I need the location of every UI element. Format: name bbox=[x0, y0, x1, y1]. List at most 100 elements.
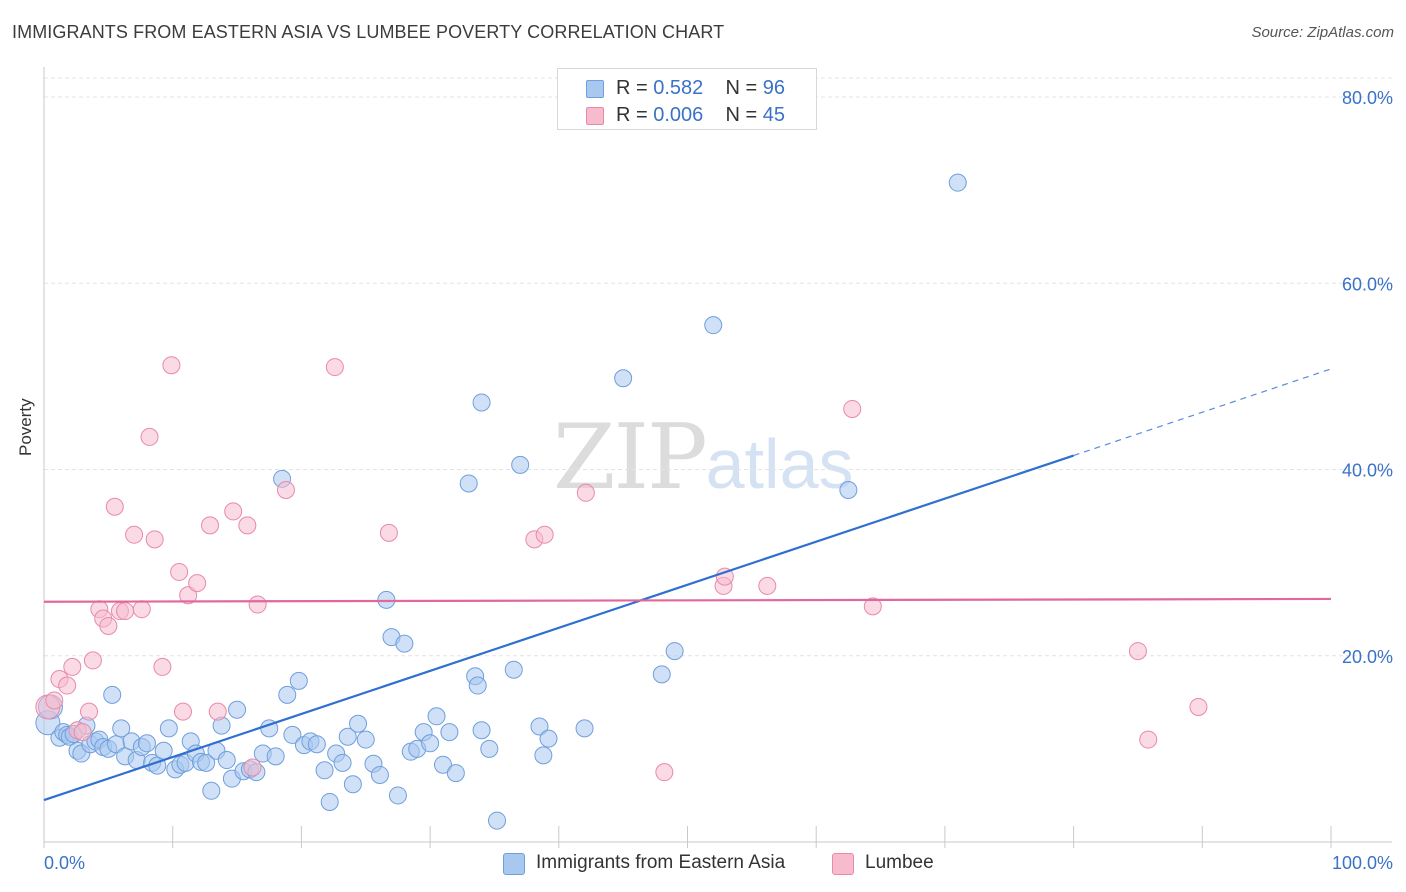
point-lumbee bbox=[248, 595, 267, 614]
point-lumbee bbox=[576, 483, 595, 502]
point-immigrants bbox=[154, 741, 173, 760]
r-value: 0.582 bbox=[653, 77, 704, 99]
trend-line-immigrants-extension bbox=[1073, 368, 1332, 457]
point-immigrants bbox=[539, 729, 558, 748]
point-lumbee bbox=[224, 502, 243, 521]
point-lumbee bbox=[379, 523, 398, 542]
point-lumbee bbox=[105, 497, 124, 516]
point-immigrants bbox=[839, 480, 858, 499]
point-immigrants bbox=[333, 753, 352, 772]
point-lumbee bbox=[162, 356, 181, 375]
legend-swatch-pink bbox=[586, 107, 604, 125]
point-immigrants bbox=[440, 723, 459, 742]
point-lumbee bbox=[116, 602, 135, 621]
point-lumbee bbox=[188, 574, 207, 593]
y-tick-label: 60.0% bbox=[1342, 274, 1393, 294]
point-lumbee bbox=[45, 691, 64, 710]
point-lumbee bbox=[238, 516, 257, 535]
point-immigrants bbox=[377, 590, 396, 609]
point-immigrants bbox=[315, 761, 334, 780]
point-immigrants bbox=[468, 676, 487, 695]
bottom-legend-label: Immigrants from Eastern Asia bbox=[536, 852, 786, 873]
trend-line-immigrants bbox=[43, 454, 1074, 802]
point-lumbee bbox=[145, 530, 164, 549]
n-label: N = bbox=[725, 104, 758, 126]
legend-text-immigrants: R = 0.582 N = 96 bbox=[616, 77, 785, 100]
point-immigrants bbox=[343, 775, 362, 794]
stats-legend: R = 0.582 N = 96 R = 0.006 N = 45 bbox=[557, 68, 817, 130]
point-lumbee bbox=[655, 763, 674, 782]
point-immigrants bbox=[480, 739, 499, 758]
point-immigrants bbox=[433, 755, 452, 774]
point-immigrants bbox=[948, 173, 967, 192]
point-immigrants bbox=[704, 316, 723, 335]
point-immigrants bbox=[575, 719, 594, 738]
point-immigrants bbox=[228, 700, 247, 719]
point-immigrants bbox=[283, 725, 302, 744]
point-lumbee bbox=[80, 702, 99, 721]
point-immigrants bbox=[459, 474, 478, 493]
legend-swatch-blue bbox=[586, 80, 604, 98]
y-tick-label: 20.0% bbox=[1342, 647, 1393, 667]
point-lumbee bbox=[243, 758, 262, 777]
legend-text-lumbee: R = 0.006 N = 45 bbox=[616, 104, 785, 127]
point-immigrants bbox=[421, 734, 440, 753]
point-immigrants bbox=[652, 665, 671, 684]
point-lumbee bbox=[535, 525, 554, 544]
point-immigrants bbox=[472, 721, 491, 740]
point-immigrants bbox=[278, 685, 297, 704]
point-lumbee bbox=[1189, 697, 1208, 716]
point-immigrants bbox=[103, 685, 122, 704]
point-immigrants bbox=[320, 792, 339, 811]
point-immigrants bbox=[137, 734, 156, 753]
n-value: 96 bbox=[762, 77, 786, 99]
y-tick-label: 40.0% bbox=[1342, 461, 1393, 481]
point-lumbee bbox=[173, 702, 192, 721]
point-immigrants bbox=[488, 811, 507, 830]
point-immigrants bbox=[534, 746, 553, 765]
r-label: R = bbox=[616, 77, 648, 99]
point-immigrants bbox=[395, 634, 414, 653]
point-immigrants bbox=[388, 786, 407, 805]
bottom-swatch-pink bbox=[832, 853, 854, 875]
bottom-legend-label: Lumbee bbox=[865, 852, 934, 873]
point-immigrants bbox=[472, 393, 491, 412]
point-lumbee bbox=[715, 567, 734, 586]
point-lumbee bbox=[132, 600, 151, 619]
point-lumbee bbox=[208, 702, 227, 721]
x-tick-label: 100.0% bbox=[1332, 853, 1393, 873]
y-tick-label: 80.0% bbox=[1342, 88, 1393, 108]
point-immigrants bbox=[338, 727, 357, 746]
point-immigrants bbox=[349, 714, 368, 733]
y-axis-label: Poverty bbox=[16, 398, 35, 456]
point-immigrants bbox=[289, 671, 308, 690]
point-lumbee bbox=[758, 576, 777, 595]
point-immigrants bbox=[614, 369, 633, 388]
point-lumbee bbox=[325, 358, 344, 377]
trend-line-lumbee bbox=[43, 597, 1332, 603]
point-lumbee bbox=[201, 516, 220, 535]
point-lumbee bbox=[1128, 642, 1147, 661]
point-lumbee bbox=[843, 399, 862, 418]
point-immigrants bbox=[112, 719, 131, 738]
source-credit: Source: ZipAtlas.com bbox=[1251, 24, 1394, 41]
point-lumbee bbox=[140, 427, 159, 446]
point-lumbee bbox=[125, 525, 144, 544]
chart-title: IMMIGRANTS FROM EASTERN ASIA VS LUMBEE P… bbox=[12, 22, 725, 42]
point-immigrants bbox=[511, 455, 530, 474]
point-immigrants bbox=[665, 642, 684, 661]
point-immigrants bbox=[356, 730, 375, 749]
point-immigrants bbox=[446, 764, 465, 783]
point-immigrants bbox=[504, 660, 523, 679]
point-lumbee bbox=[276, 480, 295, 499]
point-lumbee bbox=[153, 657, 172, 676]
point-lumbee bbox=[83, 651, 102, 670]
point-immigrants bbox=[197, 753, 216, 772]
bottom-swatch-blue bbox=[503, 853, 525, 875]
point-lumbee bbox=[170, 562, 189, 581]
point-lumbee bbox=[179, 586, 198, 605]
point-immigrants bbox=[307, 735, 326, 754]
point-immigrants bbox=[266, 747, 285, 766]
point-lumbee bbox=[58, 676, 77, 695]
point-lumbee bbox=[1139, 730, 1158, 749]
